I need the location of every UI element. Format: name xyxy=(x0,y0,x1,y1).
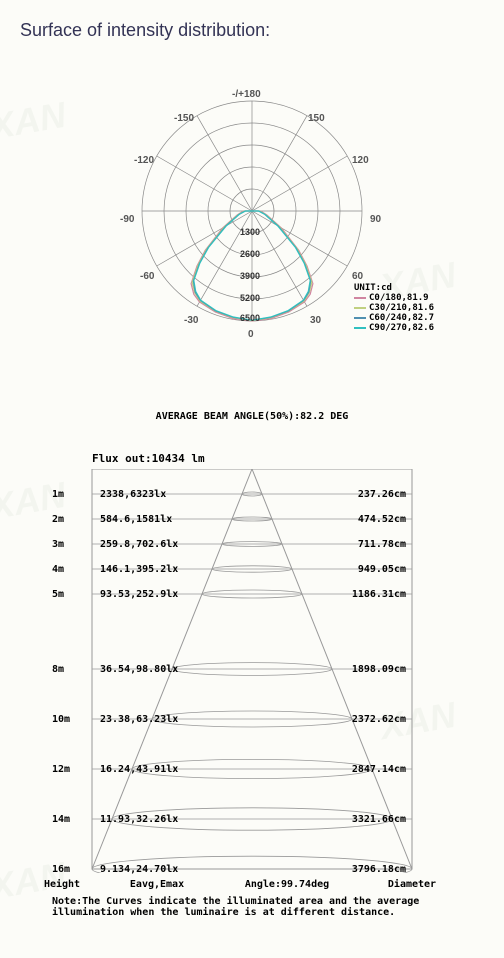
illum-cell: 10m xyxy=(52,714,70,725)
illum-cell: 2372.62cm xyxy=(352,714,406,725)
ring-label: 5200 xyxy=(240,293,260,303)
angle-label: 30 xyxy=(310,315,321,326)
illum-cell: 5m xyxy=(52,589,64,600)
ring-label: 2600 xyxy=(240,249,260,259)
angle-label: 150 xyxy=(308,113,325,124)
polar-chart: 1300 2600 3900 5200 6500 0 30 -30 60 -60 90 -90 120 -… xyxy=(112,71,392,371)
page-title: Surface of intensity distribution: xyxy=(20,20,484,41)
flux-label: Flux out:10434 lm xyxy=(92,452,472,465)
illum-cell: 11.93,32.26lx xyxy=(100,814,178,825)
illumination-chart: Flux out:10434 lm 1m 2338,6323lx 237.26cm 2… xyxy=(32,452,472,918)
illum-cell: 584.6,1581lx xyxy=(100,514,172,525)
illum-cell: 711.78cm xyxy=(358,539,406,550)
angle-label: 90 xyxy=(370,214,381,225)
angle-label: 120 xyxy=(352,155,369,166)
legend-box: UNIT:cdC0/180,81.9C30/210,81.6C60/240,82… xyxy=(354,283,434,333)
illum-cell: 1m xyxy=(52,489,64,500)
illum-cell: 237.26cm xyxy=(358,489,406,500)
illum-cell: 259.8,702.6lx xyxy=(100,539,178,550)
illum-cell: 146.1,395.2lx xyxy=(100,564,178,575)
angle-label: -/+180 xyxy=(232,89,261,100)
col-diameter: Diameter xyxy=(352,879,472,890)
illum-cell: 474.52cm xyxy=(358,514,406,525)
angle-label: -120 xyxy=(134,155,154,166)
col-height: Height xyxy=(32,879,92,890)
ring-label: 1300 xyxy=(240,227,260,237)
illum-cell: 9.134,24.70lx xyxy=(100,864,178,875)
illum-cell: 2338,6323lx xyxy=(100,489,166,500)
illum-cell: 1186.31cm xyxy=(352,589,406,600)
ring-label: 3900 xyxy=(240,271,260,281)
illum-cell: 16m xyxy=(52,864,70,875)
note-text: Note:The Curves indicate the illuminated… xyxy=(52,896,472,918)
col-eavg: Eavg,Emax xyxy=(92,879,222,890)
angle-label: -30 xyxy=(184,315,198,326)
illum-cell: 36.54,98.80lx xyxy=(100,664,178,675)
angle-label: 0 xyxy=(248,329,254,340)
avg-beam-label: AVERAGE BEAM ANGLE(50%):82.2 DEG xyxy=(20,411,484,422)
angle-label: -150 xyxy=(174,113,194,124)
illum-cell: 3321.66cm xyxy=(352,814,406,825)
illum-cell: 16.24,43.91lx xyxy=(100,764,178,775)
illum-cell: 2m xyxy=(52,514,64,525)
angle-label: -90 xyxy=(120,214,134,225)
illum-cell: 1898.09cm xyxy=(352,664,406,675)
illum-cell: 93.53,252.9lx xyxy=(100,589,178,600)
illum-cell: 4m xyxy=(52,564,64,575)
illum-cell: 14m xyxy=(52,814,70,825)
angle-label: 60 xyxy=(352,271,363,282)
illum-cell: 8m xyxy=(52,664,64,675)
illum-cell: 2847.14cm xyxy=(352,764,406,775)
illum-cell: 23.38,63.23lx xyxy=(100,714,178,725)
angle-label: -60 xyxy=(140,271,154,282)
illum-cell: 949.05cm xyxy=(358,564,406,575)
col-angle: Angle:99.74deg xyxy=(222,879,352,890)
ring-label: 6500 xyxy=(240,313,260,323)
illum-cell: 3796.18cm xyxy=(352,864,406,875)
illum-cell: 3m xyxy=(52,539,64,550)
illum-cell: 12m xyxy=(52,764,70,775)
